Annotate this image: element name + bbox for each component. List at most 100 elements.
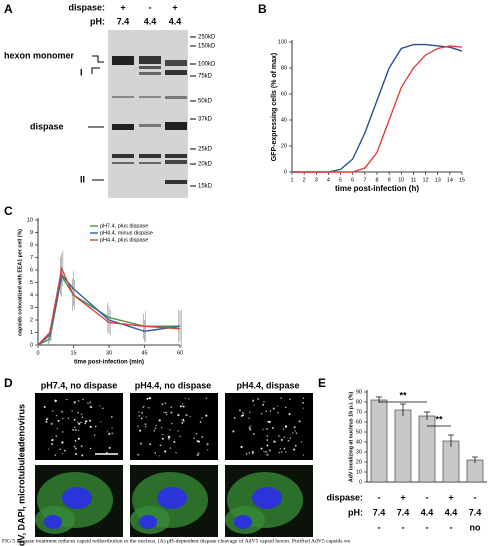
virus-dot	[170, 411, 173, 414]
virus-dot	[250, 425, 252, 427]
virus-dot	[164, 402, 167, 405]
gel	[108, 30, 188, 198]
significance-label: **	[435, 414, 443, 424]
marker-label: 15kD	[198, 184, 213, 190]
virus-dot	[185, 414, 188, 417]
band-label: II	[80, 174, 85, 184]
panel-letter: E	[318, 376, 326, 390]
x-tick-label: 10	[398, 177, 404, 183]
marker-label: 250kD	[198, 35, 216, 41]
y-tick-label: 90	[356, 389, 362, 395]
y-tick-label: 0	[284, 169, 287, 175]
virus-dot	[82, 398, 84, 401]
virus-dot	[54, 454, 57, 457]
virus-dot	[148, 397, 152, 400]
virus-dot	[145, 416, 147, 418]
lane-ph: 7.4	[117, 16, 130, 26]
virus-dot	[64, 449, 66, 452]
virus-dot	[285, 451, 287, 453]
virus-dot	[62, 417, 64, 420]
virus-dot	[233, 417, 236, 419]
virus-dot	[140, 417, 143, 420]
virus-dot	[276, 405, 279, 407]
virus-dot	[179, 435, 182, 438]
row-value: -	[378, 522, 381, 532]
virus-dot	[160, 426, 163, 429]
virus-dot	[137, 425, 139, 428]
virus-dot	[196, 454, 199, 457]
x-tick-label: 13	[435, 177, 441, 183]
virus-dot	[201, 417, 203, 419]
y-tick-label: 9	[30, 230, 33, 236]
virus-dot	[100, 421, 102, 423]
virus-dot	[158, 419, 161, 422]
x-tick-label: 1	[290, 177, 293, 183]
virus-dot	[81, 416, 84, 418]
virus-dot	[161, 403, 164, 406]
virus-dot	[162, 433, 164, 436]
virus-dot	[73, 445, 76, 448]
x-tick-label: 4	[327, 177, 330, 183]
virus-dot	[59, 448, 62, 451]
virus-dot	[72, 428, 75, 431]
virus-dot	[251, 450, 254, 453]
virus-dot	[167, 435, 171, 439]
row-title: AdV, DAPI, microtubules	[16, 447, 26, 546]
band-label: dispase	[30, 121, 64, 131]
lane-ph: 4.4	[169, 16, 182, 26]
dispase-label: dispase:	[68, 2, 105, 12]
y-tick-label: 60	[356, 419, 362, 425]
caption: FIG 5 Dispase treatment reduces capsid r…	[2, 537, 351, 544]
virus-dot	[74, 440, 77, 442]
x-tick-label: 12	[423, 177, 429, 183]
bar	[370, 399, 388, 483]
row-label: pH:	[348, 507, 363, 517]
y-tick-label: 30	[356, 449, 362, 455]
series-line	[292, 45, 463, 173]
virus-dot	[80, 445, 83, 448]
virus-dot	[294, 444, 297, 447]
virus-dot	[146, 397, 149, 400]
virus-dot	[50, 422, 53, 425]
series-line	[37, 266, 181, 346]
bar	[442, 440, 460, 483]
y-axis-label: GFP-expressing cells (% of max)	[271, 53, 278, 162]
virus-dot	[263, 450, 265, 453]
virus-dot	[248, 417, 250, 420]
virus-dot	[265, 428, 268, 431]
column-title: pH7.4, no dispase	[41, 380, 118, 390]
virus-dot	[181, 403, 184, 405]
nucleus	[252, 487, 282, 509]
virus-dot	[298, 420, 301, 423]
virus-dot	[164, 450, 167, 453]
virus-dot	[89, 405, 92, 408]
virus-dot	[251, 452, 254, 455]
virus-dot	[182, 405, 185, 408]
virus-dot	[81, 454, 84, 457]
virus-dot	[88, 419, 92, 422]
virus-dot	[181, 419, 183, 421]
y-tick-label: 3	[30, 305, 33, 311]
virus-dot	[94, 425, 97, 428]
virus-dot	[268, 420, 271, 424]
y-axis-label: AdV localizing at nucleus 1h p.i. (%)	[348, 392, 354, 483]
row-label: dispase:	[326, 492, 363, 502]
lane-sign: -	[149, 2, 152, 12]
bar	[394, 409, 412, 483]
y-tick-label: 50	[356, 429, 362, 435]
row-value: -	[426, 522, 429, 532]
marker-label: 75kD	[198, 74, 213, 80]
row-value: -	[450, 522, 453, 532]
virus-dot	[138, 414, 141, 417]
row-value: 4.4	[421, 507, 434, 517]
legend-label: pH4.4, plus dispase	[100, 237, 148, 243]
virus-dot	[249, 428, 252, 431]
nucleus	[44, 515, 62, 529]
virus-dot	[206, 449, 209, 451]
virus-dot	[295, 432, 298, 434]
virus-dot	[179, 405, 182, 408]
micrograph	[225, 393, 313, 460]
virus-dot	[161, 437, 164, 440]
